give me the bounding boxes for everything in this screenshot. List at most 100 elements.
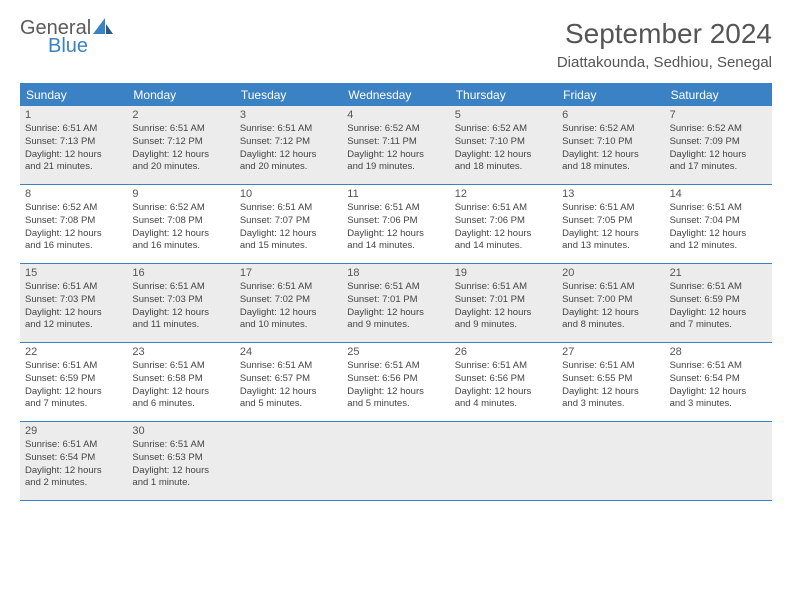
day-info: Sunrise: 6:51 AMSunset: 6:54 PMDaylight:… [670, 360, 767, 411]
day-info: Sunrise: 6:52 AMSunset: 7:08 PMDaylight:… [25, 202, 122, 253]
day-cell: 23 Sunrise: 6:51 AMSunset: 6:58 PMDayligh… [127, 343, 234, 421]
day-info: Sunrise: 6:51 AMSunset: 6:55 PMDaylight:… [562, 360, 659, 411]
day-cell: 11 Sunrise: 6:51 AMSunset: 7:06 PMDayligh… [342, 185, 449, 263]
logo: General Blue [20, 18, 113, 56]
day-info: Sunrise: 6:51 AMSunset: 7:13 PMDaylight:… [25, 123, 122, 174]
location-text: Diattakounda, Sedhiou, Senegal [557, 54, 772, 71]
day-number: 20 [562, 267, 659, 279]
day-number: 1 [25, 109, 122, 121]
day-number: 26 [455, 346, 552, 358]
day-header-cell: Thursday [450, 84, 557, 106]
day-info: Sunrise: 6:51 AMSunset: 6:59 PMDaylight:… [670, 281, 767, 332]
day-cell: 28 Sunrise: 6:51 AMSunset: 6:54 PMDayligh… [665, 343, 772, 421]
day-cell: 16 Sunrise: 6:51 AMSunset: 7:03 PMDayligh… [127, 264, 234, 342]
day-number: 11 [347, 188, 444, 200]
day-info: Sunrise: 6:51 AMSunset: 7:04 PMDaylight:… [670, 202, 767, 253]
day-cell: 14 Sunrise: 6:51 AMSunset: 7:04 PMDayligh… [665, 185, 772, 263]
day-number: 8 [25, 188, 122, 200]
day-info: Sunrise: 6:52 AMSunset: 7:11 PMDaylight:… [347, 123, 444, 174]
day-cell: 20 Sunrise: 6:51 AMSunset: 7:00 PMDayligh… [557, 264, 664, 342]
day-number: 3 [240, 109, 337, 121]
day-cell: 3 Sunrise: 6:51 AMSunset: 7:12 PMDaylight… [235, 106, 342, 184]
day-number: 17 [240, 267, 337, 279]
day-cell: 30Sunrise: 6:51 AMSunset: 6:53 PMDayligh… [127, 422, 234, 500]
day-number: 16 [132, 267, 229, 279]
day-info: Sunrise: 6:51 AMSunset: 7:06 PMDaylight:… [347, 202, 444, 253]
day-cell: 29 Sunrise: 6:51 AMSunset: 6:54 PMDayligh… [20, 422, 127, 500]
empty-cell [235, 422, 342, 500]
day-number: 4 [347, 109, 444, 121]
day-info: Sunrise: 6:51 AMSunset: 6:59 PMDaylight:… [25, 360, 122, 411]
day-cell: 9Sunrise: 6:52 AMSunset: 7:08 PMDaylight… [127, 185, 234, 263]
day-cell: 2 Sunrise: 6:51 AMSunset: 7:12 PMDaylight… [127, 106, 234, 184]
calendar: SundayMondayTuesdayWednesdayThursdayFrid… [20, 83, 772, 501]
day-number: 28 [670, 346, 767, 358]
day-cell: 25Sunrise: 6:51 AMSunset: 6:56 PMDayligh… [342, 343, 449, 421]
day-number: 29 [25, 425, 122, 437]
title-block: September 2024 Diattakounda, Sedhiou, Se… [557, 18, 772, 71]
header: General Blue September 2024 Diattakounda… [20, 18, 772, 71]
day-cell: 15 Sunrise: 6:51 AMSunset: 7:03 PMDayligh… [20, 264, 127, 342]
day-cell: 17 Sunrise: 6:51 AMSunset: 7:02 PMDayligh… [235, 264, 342, 342]
day-number: 18 [347, 267, 444, 279]
day-cell: 5 Sunrise: 6:52 AMSunset: 7:10 PMDaylight… [450, 106, 557, 184]
day-cell: 26Sunrise: 6:51 AMSunset: 6:56 PMDayligh… [450, 343, 557, 421]
day-info: Sunrise: 6:51 AMSunset: 7:03 PMDaylight:… [132, 281, 229, 332]
logo-sail-icon [93, 18, 113, 34]
day-cell: 12Sunrise: 6:51 AMSunset: 7:06 PMDayligh… [450, 185, 557, 263]
day-number: 19 [455, 267, 552, 279]
day-info: Sunrise: 6:51 AMSunset: 7:12 PMDaylight:… [132, 123, 229, 174]
day-cell: 1 Sunrise: 6:51 AMSunset: 7:13 PMDaylight… [20, 106, 127, 184]
logo-blue-text: Blue [48, 36, 113, 56]
day-number: 9 [132, 188, 229, 200]
day-cell: 4 Sunrise: 6:52 AMSunset: 7:11 PMDaylight… [342, 106, 449, 184]
day-header-cell: Monday [127, 84, 234, 106]
day-number: 10 [240, 188, 337, 200]
day-info: Sunrise: 6:51 AMSunset: 6:56 PMDaylight:… [347, 360, 444, 411]
day-cell: 19 Sunrise: 6:51 AMSunset: 7:01 PMDayligh… [450, 264, 557, 342]
day-cell: 13 Sunrise: 6:51 AMSunset: 7:05 PMDayligh… [557, 185, 664, 263]
day-number: 6 [562, 109, 659, 121]
day-number: 24 [240, 346, 337, 358]
day-header-row: SundayMondayTuesdayWednesdayThursdayFrid… [20, 84, 772, 106]
day-number: 7 [670, 109, 767, 121]
day-cell: 8 Sunrise: 6:52 AMSunset: 7:08 PMDaylight… [20, 185, 127, 263]
day-header-cell: Wednesday [342, 84, 449, 106]
week-row: 1 Sunrise: 6:51 AMSunset: 7:13 PMDaylight… [20, 106, 772, 185]
week-row: 22Sunrise: 6:51 AMSunset: 6:59 PMDayligh… [20, 343, 772, 422]
day-cell: 27Sunrise: 6:51 AMSunset: 6:55 PMDayligh… [557, 343, 664, 421]
day-cell: 7Sunrise: 6:52 AMSunset: 7:09 PMDaylight… [665, 106, 772, 184]
day-number: 15 [25, 267, 122, 279]
day-number: 14 [670, 188, 767, 200]
day-cell: 21 Sunrise: 6:51 AMSunset: 6:59 PMDayligh… [665, 264, 772, 342]
empty-cell [450, 422, 557, 500]
day-info: Sunrise: 6:51 AMSunset: 7:01 PMDaylight:… [347, 281, 444, 332]
day-info: Sunrise: 6:52 AMSunset: 7:10 PMDaylight:… [455, 123, 552, 174]
day-cell: 18 Sunrise: 6:51 AMSunset: 7:01 PMDayligh… [342, 264, 449, 342]
day-number: 5 [455, 109, 552, 121]
month-title: September 2024 [557, 18, 772, 50]
day-info: Sunrise: 6:51 AMSunset: 6:57 PMDaylight:… [240, 360, 337, 411]
day-info: Sunrise: 6:51 AMSunset: 7:05 PMDaylight:… [562, 202, 659, 253]
day-info: Sunrise: 6:51 AMSunset: 6:58 PMDaylight:… [132, 360, 229, 411]
day-number: 13 [562, 188, 659, 200]
empty-cell [557, 422, 664, 500]
day-info: Sunrise: 6:51 AMSunset: 7:01 PMDaylight:… [455, 281, 552, 332]
day-number: 30 [132, 425, 229, 437]
day-header-cell: Sunday [20, 84, 127, 106]
day-cell: 22Sunrise: 6:51 AMSunset: 6:59 PMDayligh… [20, 343, 127, 421]
day-info: Sunrise: 6:51 AMSunset: 7:02 PMDaylight:… [240, 281, 337, 332]
day-info: Sunrise: 6:51 AMSunset: 7:12 PMDaylight:… [240, 123, 337, 174]
week-row: 15 Sunrise: 6:51 AMSunset: 7:03 PMDayligh… [20, 264, 772, 343]
day-info: Sunrise: 6:51 AMSunset: 7:00 PMDaylight:… [562, 281, 659, 332]
day-header-cell: Saturday [665, 84, 772, 106]
day-number: 21 [670, 267, 767, 279]
day-cell: 6Sunrise: 6:52 AMSunset: 7:10 PMDaylight… [557, 106, 664, 184]
day-info: Sunrise: 6:51 AMSunset: 6:54 PMDaylight:… [25, 439, 122, 490]
day-info: Sunrise: 6:51 AMSunset: 7:03 PMDaylight:… [25, 281, 122, 332]
week-row: 29 Sunrise: 6:51 AMSunset: 6:54 PMDayligh… [20, 422, 772, 501]
day-cell: 24 Sunrise: 6:51 AMSunset: 6:57 PMDayligh… [235, 343, 342, 421]
day-number: 23 [132, 346, 229, 358]
day-cell: 10Sunrise: 6:51 AMSunset: 7:07 PMDayligh… [235, 185, 342, 263]
day-number: 2 [132, 109, 229, 121]
